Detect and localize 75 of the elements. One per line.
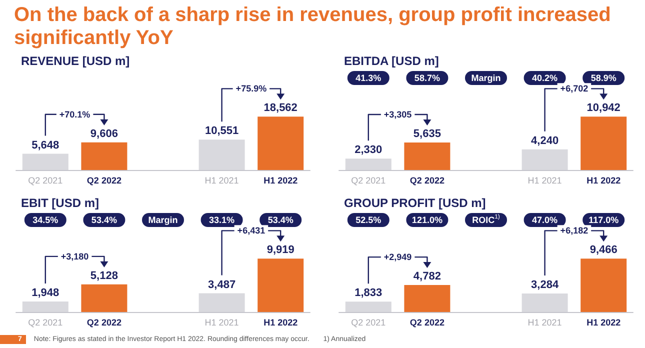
bar: [404, 142, 450, 170]
text: 40.2%: [532, 73, 558, 83]
data-label: 1,833: [354, 287, 382, 300]
chart-title: REVENUE [USD m]: [21, 54, 130, 68]
x-tick-label: H1 2022: [264, 318, 298, 328]
annotation: +3,305: [384, 110, 412, 120]
chart-title: EBITDA [USD m]: [344, 54, 439, 68]
text: +6,182: [560, 226, 588, 236]
data-label: 5,648: [32, 139, 60, 152]
annotation: +2,949: [384, 252, 412, 262]
bar: [404, 285, 450, 312]
data-label: 4,782: [413, 270, 441, 283]
data-label: 2,330: [354, 144, 382, 156]
x-tick-label: Q2 2022: [410, 176, 444, 186]
bar: [345, 158, 392, 170]
data-label: 9,606: [90, 128, 118, 140]
x-tick-label: Q2 2022: [410, 318, 444, 328]
text: +6,702: [560, 84, 588, 94]
x-tick-label: Q2 2022: [86, 176, 122, 186]
data-label: 10,942: [586, 102, 620, 114]
x-tick-label: Q2 2021: [28, 318, 63, 328]
bar: [580, 258, 627, 312]
bar: [198, 140, 245, 170]
text: 34.5%: [32, 215, 58, 225]
bar: [522, 293, 568, 312]
data-label: 18,562: [264, 102, 298, 114]
x-tick-label: Q2 2022: [86, 318, 122, 328]
bar: [22, 302, 68, 312]
bar: [198, 293, 245, 312]
text: 121.0%: [412, 215, 442, 225]
text: 53.4%: [91, 215, 117, 225]
bar: [345, 302, 392, 312]
bar: [81, 284, 128, 312]
text: 41.3%: [356, 73, 382, 83]
annotation: +70.1%: [59, 109, 90, 120]
bar: [580, 116, 627, 170]
text: On the back of a sharp rise in revenues, group profit increased significantly YoY: [14, 4, 612, 50]
chart-title: EBIT [USD m]: [21, 196, 100, 210]
annotation: +3,180: [60, 251, 89, 262]
text: 117.0%: [588, 215, 619, 225]
x-tick-label: Q2 2021: [351, 318, 386, 328]
bar: [258, 116, 304, 170]
bar: [258, 258, 304, 312]
x-tick-label: H1 2021: [204, 176, 239, 186]
data-label: 4,240: [531, 134, 559, 147]
chart-title: GROUP PROFIT [USD m]: [344, 196, 486, 210]
data-label: 3,487: [208, 278, 236, 291]
x-tick-label: H1 2022: [264, 176, 298, 186]
text: 58.9%: [590, 73, 616, 83]
bar: [22, 154, 68, 170]
bar: [81, 142, 128, 170]
data-label: 5,128: [90, 270, 118, 282]
text: 52.5%: [356, 215, 382, 225]
bar: [522, 149, 568, 170]
text: Margin: [471, 73, 501, 83]
text: +6,431: [237, 226, 266, 236]
text: 58.7%: [414, 73, 440, 83]
x-tick-label: H1 2022: [586, 176, 621, 186]
data-label: 9,919: [266, 244, 294, 256]
text: +75.9%: [236, 84, 267, 94]
x-tick-label: H1 2021: [528, 176, 562, 186]
x-tick-label: Q2 2021: [28, 176, 63, 186]
data-label: 5,635: [413, 128, 441, 140]
text: 53.4%: [268, 215, 294, 225]
x-tick-label: H1 2021: [204, 318, 239, 328]
text: 47.0%: [532, 215, 558, 225]
x-tick-label: H1 2022: [586, 318, 621, 328]
data-label: 1,948: [32, 287, 60, 300]
text: Margin: [148, 215, 178, 225]
data-label: 10,551: [204, 125, 239, 138]
x-tick-label: Q2 2021: [351, 176, 386, 186]
data-label: 3,284: [531, 278, 560, 291]
data-label: 9,466: [590, 244, 618, 256]
x-tick-label: H1 2021: [528, 318, 562, 328]
text: 33.1%: [209, 215, 235, 225]
